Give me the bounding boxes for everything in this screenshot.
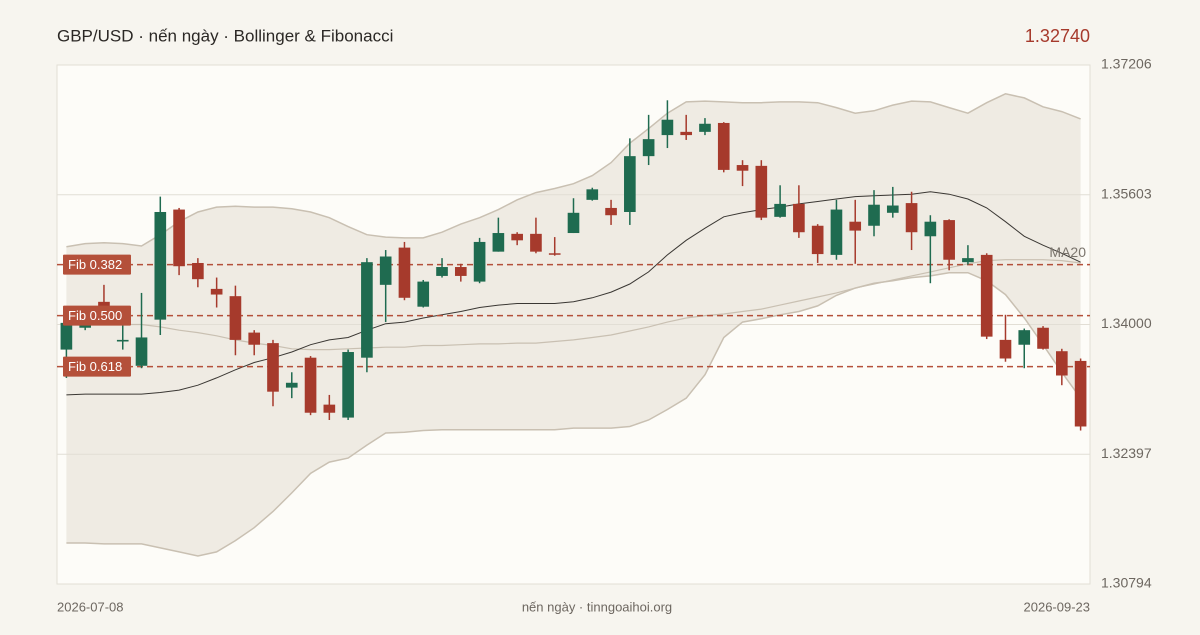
candle-body: [342, 352, 354, 418]
candle-body: [417, 281, 430, 307]
ma-label: MA20: [1049, 244, 1086, 260]
candle-body: [624, 156, 636, 212]
fib-label-box: [63, 254, 131, 275]
footer-note: nến ngày · tinngoaihoi.org: [522, 599, 672, 614]
candle-body: [530, 233, 542, 252]
candle-body: [717, 122, 730, 170]
candle-body: [267, 343, 279, 392]
candle-body: [229, 296, 242, 340]
candle-body: [210, 288, 223, 295]
candle-body: [548, 253, 561, 255]
candle-body: [1018, 330, 1031, 345]
bollinger-lower: [66, 271, 1082, 557]
candle-body: [962, 258, 974, 263]
y-tick-label: 1.34000: [1101, 315, 1152, 331]
candle-body: [1074, 360, 1087, 427]
candle-body: [454, 267, 467, 276]
x-tick-label: 2026-09-23: [1024, 599, 1091, 614]
candle-body: [154, 211, 167, 320]
candle-body: [999, 339, 1012, 359]
candle-body: [905, 203, 918, 233]
candle-body: [567, 212, 580, 234]
candle-body: [849, 221, 862, 231]
candle-body: [173, 209, 185, 267]
candle-body: [192, 262, 204, 280]
candle-body: [1056, 351, 1068, 376]
candle-body: [886, 205, 899, 213]
candle-body: [605, 207, 617, 216]
fib-label-box: [63, 305, 131, 326]
candle-body: [304, 357, 317, 413]
y-tick-label: 1.32397: [1101, 445, 1152, 461]
x-tick-label: 2026-07-08: [57, 599, 124, 614]
candle-body: [473, 241, 486, 282]
candle-body: [1037, 327, 1049, 349]
bollinger-upper: [66, 93, 1081, 248]
candle-body: [699, 123, 711, 132]
fib-label: Fib 0.382: [68, 257, 122, 272]
candle-body: [361, 262, 373, 358]
candle-body: [924, 221, 937, 237]
candle-body: [135, 337, 148, 366]
candle-body: [586, 189, 599, 200]
fib-label: Fib 0.500: [68, 308, 122, 323]
candle-body: [285, 382, 298, 388]
candle-body: [642, 139, 655, 157]
chart-title: GBP/USD · nến ngày · Bollinger & Fibonac…: [57, 26, 393, 45]
candle-body: [398, 247, 411, 298]
candle-body: [323, 404, 336, 413]
candle-body: [379, 256, 392, 285]
candle-body: [116, 339, 129, 342]
candle-body: [60, 322, 73, 350]
candle-body: [736, 165, 749, 171]
candle-body: [492, 233, 505, 252]
candle-body: [793, 203, 805, 233]
fib-label-box: [63, 356, 131, 377]
candle-body: [436, 267, 448, 276]
candle-body: [943, 220, 955, 260]
candle-body: [511, 233, 523, 241]
candle-body: [248, 332, 261, 345]
y-tick-label: 1.35603: [1101, 185, 1152, 201]
y-tick-label: 1.37206: [1101, 56, 1152, 72]
candle-body: [680, 131, 693, 136]
y-tick-label: 1.30794: [1101, 575, 1152, 591]
candle-body: [661, 119, 674, 136]
candle-body: [980, 254, 993, 337]
last-price: 1.32740: [1025, 26, 1090, 46]
candle-body: [868, 204, 880, 226]
candle-body: [811, 225, 824, 255]
candle-body: [774, 203, 786, 217]
fib-label: Fib 0.618: [68, 359, 122, 374]
candle-body: [755, 165, 768, 218]
candle-body: [830, 209, 843, 255]
